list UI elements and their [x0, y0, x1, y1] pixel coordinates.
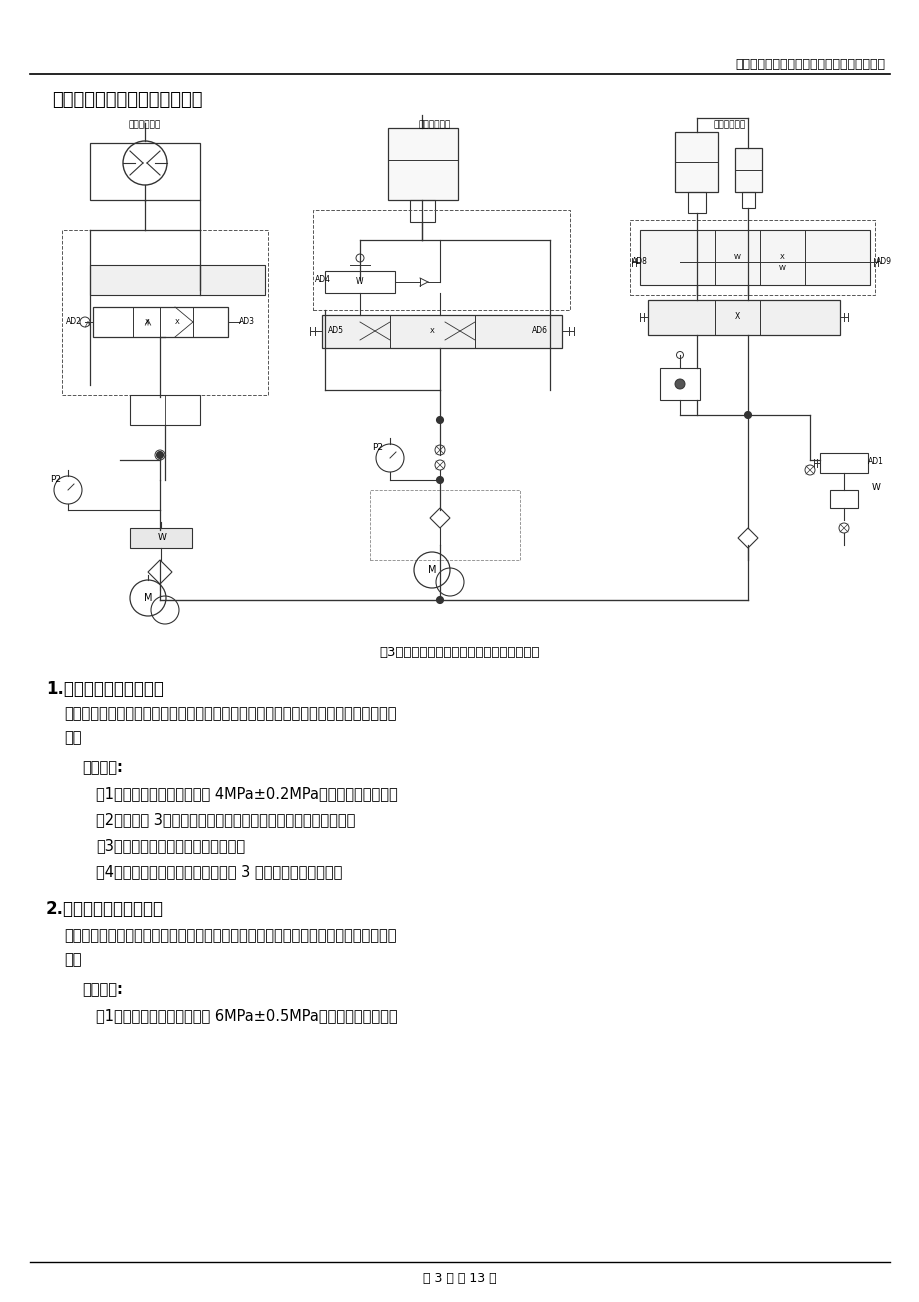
- Text: （1）变量叶片泵系统压力值 4MPa±0.2MPa，任务一中已调定。: （1）变量叶片泵系统压力值 4MPa±0.2MPa，任务一中已调定。: [96, 786, 397, 801]
- Text: W: W: [157, 534, 166, 543]
- Circle shape: [675, 379, 685, 389]
- Text: 2.双缸轧制单元液压回路: 2.双缸轧制单元液压回路: [46, 900, 164, 918]
- Text: AD1: AD1: [867, 457, 883, 466]
- Text: （3）物料传送单元，传送速度可调。: （3）物料传送单元，传送速度可调。: [96, 838, 244, 853]
- Bar: [630, 220, 874, 296]
- Text: W: W: [871, 483, 879, 492]
- Text: X: X: [429, 328, 434, 335]
- Text: P2: P2: [50, 475, 61, 484]
- Bar: [388, 128, 458, 201]
- Text: 采用变量叶片泵为该回路的动力源，合理选用现场提供的器件，完成该回路的组装与调: 采用变量叶片泵为该回路的动力源，合理选用现场提供的器件，完成该回路的组装与调: [64, 706, 396, 721]
- Text: 双缸轧制单元: 双缸轧制单元: [713, 120, 745, 129]
- Bar: [324, 271, 394, 293]
- Text: AD9: AD9: [875, 258, 891, 267]
- Text: 1.物料传送单元液压回路: 1.物料传送单元液压回路: [46, 680, 164, 698]
- Bar: [819, 453, 867, 473]
- Text: P2: P2: [371, 444, 382, 453]
- Text: （1）定量柱塞泵系统压力值 6MPa±0.5MPa，任务一中已调定。: （1）定量柱塞泵系统压力值 6MPa±0.5MPa，任务一中已调定。: [96, 1008, 397, 1023]
- Text: （4）根据任务要求，将液压系统图 3 中缺失部分补充完整。: （4）根据任务要求，将液压系统图 3 中缺失部分补充完整。: [96, 865, 342, 879]
- Bar: [410, 201, 435, 223]
- Text: 物料传送单元: 物料传送单元: [129, 120, 161, 129]
- Text: M: M: [427, 565, 436, 575]
- Text: W: W: [356, 277, 363, 286]
- Bar: [659, 368, 699, 400]
- Text: 图3（全自动轧钢冲压模拟装置液压系统图）: 图3（全自动轧钢冲压模拟装置液压系统图）: [380, 646, 539, 659]
- Bar: [829, 490, 857, 508]
- Text: X: X: [778, 254, 784, 260]
- Bar: [687, 191, 705, 214]
- Text: 试。: 试。: [64, 952, 82, 967]
- Text: AD4: AD4: [314, 276, 331, 285]
- Bar: [93, 307, 228, 337]
- Bar: [369, 490, 519, 560]
- Text: W: W: [777, 266, 785, 271]
- Text: 物料冲压单元: 物料冲压单元: [418, 120, 450, 129]
- Bar: [647, 299, 839, 335]
- Bar: [130, 529, 192, 548]
- Bar: [734, 148, 761, 191]
- Bar: [130, 395, 199, 424]
- Bar: [742, 191, 754, 208]
- Bar: [90, 143, 199, 201]
- Circle shape: [436, 417, 443, 423]
- Text: 试。: 试。: [64, 730, 82, 745]
- Circle shape: [743, 411, 751, 418]
- Text: AD2: AD2: [66, 318, 82, 327]
- Text: AD6: AD6: [531, 327, 548, 336]
- Text: 第 3 页 共 13 页: 第 3 页 共 13 页: [423, 1272, 496, 1285]
- Text: AD3: AD3: [239, 318, 255, 327]
- Text: X: X: [733, 312, 739, 322]
- Bar: [322, 315, 562, 348]
- Text: 任务要求:: 任务要求:: [82, 760, 123, 775]
- Text: X: X: [144, 319, 149, 326]
- Bar: [640, 230, 869, 285]
- Text: AD5: AD5: [328, 327, 344, 336]
- Circle shape: [156, 452, 164, 458]
- Bar: [90, 266, 265, 296]
- Text: 任务二、液压回路的搭建与调试: 任务二、液压回路的搭建与调试: [52, 91, 202, 109]
- Text: 任务要求:: 任务要求:: [82, 982, 123, 997]
- Circle shape: [436, 477, 443, 483]
- Bar: [312, 210, 570, 310]
- Circle shape: [436, 596, 443, 604]
- Text: （2）根据图 3，采用叠加阀元件，组装物料传送单元液压回路。: （2）根据图 3，采用叠加阀元件，组装物料传送单元液压回路。: [96, 812, 355, 827]
- Text: X: X: [175, 319, 179, 326]
- Text: 采用定量柱塞泵作为该回路的动力源，合理选用现场提供的器件，完成回路的组装与调: 采用定量柱塞泵作为该回路的动力源，合理选用现场提供的器件，完成回路的组装与调: [64, 928, 396, 943]
- Text: AD8: AD8: [631, 258, 647, 267]
- Text: M: M: [143, 592, 152, 603]
- Bar: [62, 230, 267, 395]
- Bar: [675, 132, 717, 191]
- Text: 液压与气动系统装调与维护实操比赛【样题】: 液压与气动系统装调与维护实操比赛【样题】: [734, 59, 884, 72]
- Text: W: W: [732, 254, 740, 260]
